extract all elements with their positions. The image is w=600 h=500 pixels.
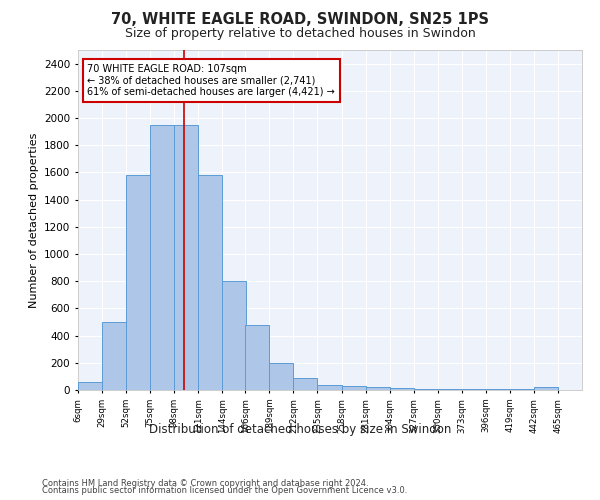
Bar	[78, 382, 102, 390]
Bar	[389, 388, 413, 390]
Bar	[317, 385, 341, 390]
Y-axis label: Number of detached properties: Number of detached properties	[29, 132, 38, 308]
Bar	[365, 388, 389, 390]
Bar	[245, 324, 269, 390]
Bar	[174, 125, 198, 390]
Bar	[222, 281, 247, 390]
Bar	[198, 175, 222, 390]
Bar	[534, 388, 558, 390]
Bar	[293, 378, 317, 390]
Text: Contains HM Land Registry data © Crown copyright and database right 2024.: Contains HM Land Registry data © Crown c…	[42, 478, 368, 488]
Bar	[150, 125, 174, 390]
Bar	[126, 175, 150, 390]
Text: Distribution of detached houses by size in Swindon: Distribution of detached houses by size …	[149, 422, 451, 436]
Text: 70, WHITE EAGLE ROAD, SWINDON, SN25 1PS: 70, WHITE EAGLE ROAD, SWINDON, SN25 1PS	[111, 12, 489, 28]
Bar	[102, 322, 126, 390]
Text: 70 WHITE EAGLE ROAD: 107sqm
← 38% of detached houses are smaller (2,741)
61% of : 70 WHITE EAGLE ROAD: 107sqm ← 38% of det…	[88, 64, 335, 97]
Text: Contains public sector information licensed under the Open Government Licence v3: Contains public sector information licen…	[42, 486, 407, 495]
Text: Size of property relative to detached houses in Swindon: Size of property relative to detached ho…	[125, 28, 475, 40]
Bar	[413, 388, 438, 390]
Bar	[269, 363, 293, 390]
Bar	[341, 386, 365, 390]
